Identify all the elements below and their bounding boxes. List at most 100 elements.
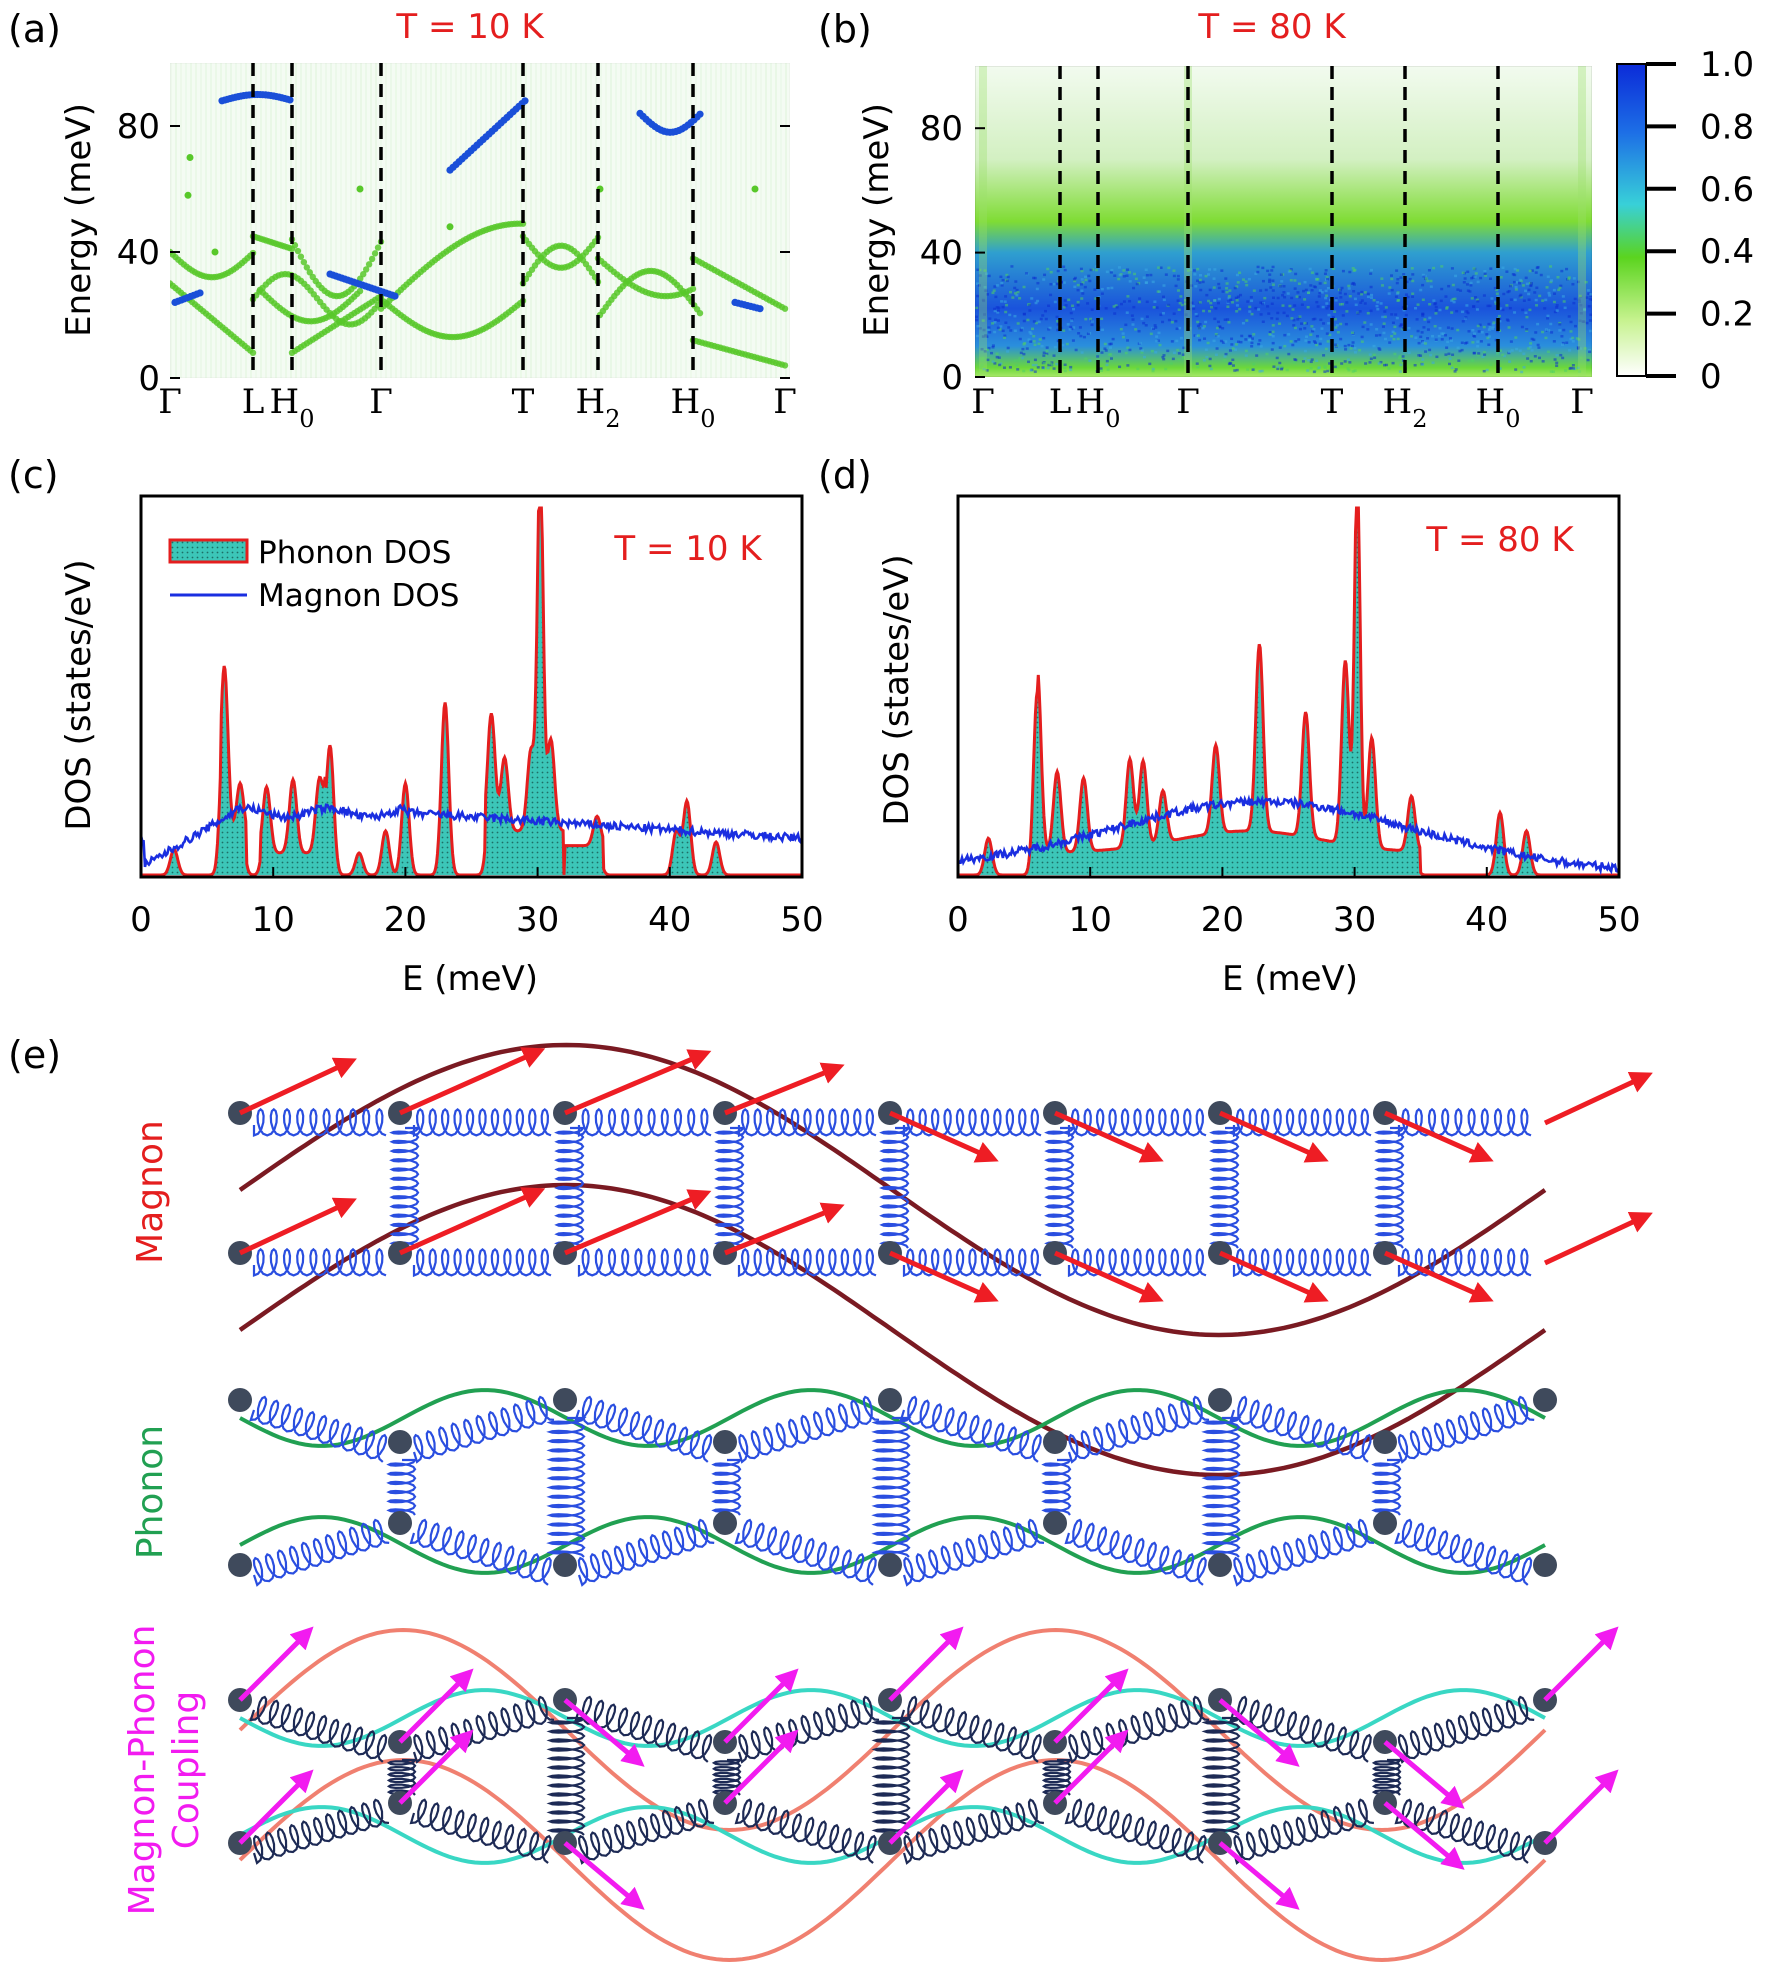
spin-arrow (723, 1668, 799, 1744)
a-phonon-point (184, 191, 192, 199)
atom-node (1533, 1388, 1557, 1412)
dos-xtick-label: 40 (648, 900, 691, 940)
horizontal-spring (577, 1518, 715, 1587)
horizontal-spring (412, 1695, 555, 1764)
vertical-spring (1374, 1126, 1406, 1249)
a-phonon-point (781, 305, 789, 312)
a-phonon-point (371, 250, 379, 257)
vertical-spring (546, 1716, 587, 1836)
horizontal-spring (574, 1395, 713, 1463)
a-phonon-point (360, 271, 367, 278)
horizontal-spring (1397, 1695, 1535, 1764)
spin-arrow (888, 1769, 964, 1845)
a-phonon-point (446, 223, 454, 231)
kpath-label-3: Γ (369, 382, 393, 422)
vertical-spring (554, 1126, 586, 1249)
spin-arrow (1543, 1626, 1619, 1702)
panel-c-x-axis: 0 10 20 30 40 50 (130, 867, 824, 940)
panel-d-frame (956, 494, 1621, 879)
horizontal-spring (412, 1247, 552, 1278)
horizontal-spring (902, 1107, 1042, 1138)
spin-arrow (888, 1626, 964, 1702)
kpath-label-7: Γ (773, 382, 797, 422)
kpath-label-0: Γ (971, 382, 995, 422)
a-phonon-point (303, 264, 311, 271)
a-magnon-point (196, 289, 204, 297)
dos-xtick-label: 30 (1333, 900, 1376, 940)
atom-node (1533, 1553, 1557, 1577)
phonon-dos-line (141, 506, 802, 877)
atom-node (228, 1553, 252, 1577)
panel-c-ylabel: DOS (states/eV) (59, 559, 99, 830)
spin-arrow (723, 1729, 799, 1805)
spin-arrow (1383, 1740, 1465, 1809)
atom-node (553, 1388, 577, 1412)
a-phonon-point (751, 185, 759, 193)
dos-xtick-label: 40 (1465, 900, 1508, 940)
row-label-phonon: Phonon (130, 1425, 171, 1559)
panel-b-kpoint-lines (1058, 66, 1500, 377)
atom-node (1373, 1430, 1397, 1454)
spin-arrow (238, 1769, 314, 1845)
horizontal-spring (1064, 1518, 1207, 1586)
panel-c: (c) T = 10 K Phonon DOS Magnon DOS 0 10 20… (8, 453, 824, 999)
dos-xtick-label: 50 (1597, 900, 1640, 940)
vertical-spring (1371, 1458, 1403, 1516)
legend: Phonon DOS Magnon DOS (168, 535, 460, 614)
spin-arrow (1053, 1668, 1129, 1744)
horizontal-spring (577, 1798, 715, 1865)
colorbar-tick-label: 1.0 (1700, 45, 1754, 85)
vertical-spring (711, 1458, 743, 1516)
colorbar-tick-label: 0 (1700, 357, 1722, 397)
dos-xtick-label: 10 (252, 900, 295, 940)
vertical-spring (389, 1126, 421, 1249)
colorbar-ticks: 1.0 0.8 0.6 0.4 0.2 0 (1646, 45, 1754, 397)
horizontal-spring (1232, 1107, 1372, 1138)
a-phonon-point (696, 309, 704, 317)
phonon-lattice (228, 1388, 1557, 1587)
spin-arrow (1383, 1250, 1494, 1303)
legend-phonon-label: Phonon DOS (258, 535, 451, 571)
spin-arrow (888, 1250, 999, 1303)
a-phonon-point (300, 258, 308, 266)
vertical-spring (879, 1126, 911, 1249)
horizontal-spring (409, 1518, 552, 1586)
kpath-label-5: H2 (576, 382, 621, 433)
panel-d: (d) T = 80 K 0 10 20 30 40 50 E (meV) DOS (st… (818, 453, 1641, 999)
horizontal-spring (737, 1107, 877, 1138)
spin-arrow (1053, 1110, 1164, 1163)
panel-d-xlabel: E (meV) (1222, 959, 1358, 999)
horizontal-spring (734, 1798, 877, 1864)
horizontal-spring (1397, 1247, 1532, 1278)
magnon-wave (238, 1757, 1547, 1963)
dos-xtick-label: 0 (130, 900, 152, 940)
horizontal-spring (252, 1247, 387, 1278)
a-magnon-point (521, 97, 529, 105)
atom-node (713, 1430, 737, 1454)
horizontal-spring (1229, 1695, 1372, 1763)
dos-xtick-label: 0 (947, 900, 969, 940)
b-ytick-label: 40 (920, 234, 963, 274)
horizontal-spring (902, 1518, 1045, 1587)
a-ytick-label: 0 (138, 359, 160, 399)
b-ytick-label: 80 (920, 109, 963, 149)
kpath-label-1: L (1049, 382, 1072, 422)
panel-a-label: (a) (8, 7, 61, 51)
vertical-spring (546, 1416, 587, 1558)
phonon-wave (239, 1515, 1546, 1575)
a-magnon-point (391, 292, 399, 300)
vertical-spring (1209, 1126, 1241, 1249)
horizontal-spring (1394, 1798, 1533, 1864)
horizontal-spring (734, 1518, 877, 1586)
kpath-label-4: T (1321, 382, 1344, 422)
spin-arrow (398, 1187, 546, 1256)
kpath-label-5: H2 (1383, 382, 1428, 433)
vertical-spring (1044, 1126, 1076, 1249)
legend-magnon-label: Magnon DOS (258, 578, 460, 614)
atom-node (878, 1553, 902, 1577)
row-label-magnon-phonon: Magnon-Phonon (122, 1625, 163, 1916)
dos-xtick-label: 50 (780, 900, 823, 940)
a-ytick-label: 80 (117, 107, 160, 147)
atom-node (1208, 1388, 1232, 1412)
panel-d-ylabel: DOS (states/eV) (877, 554, 917, 825)
